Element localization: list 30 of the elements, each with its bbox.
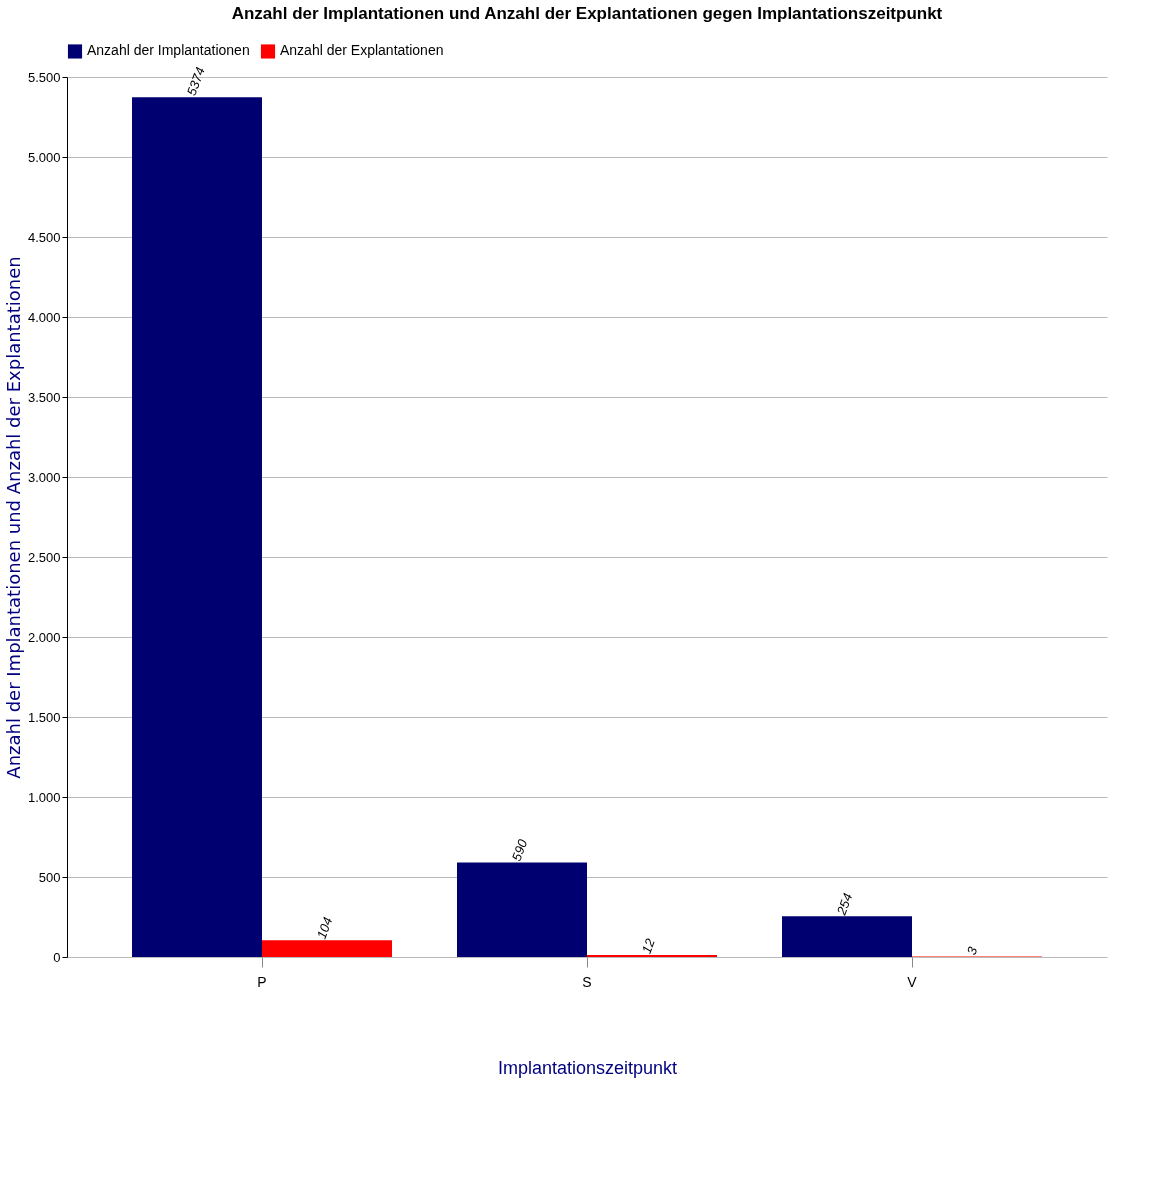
- y-tick-label: 3.000: [27, 469, 61, 485]
- legend-label: Anzahl der Implantationen: [87, 42, 250, 59]
- y-tick-label: 5.500: [27, 69, 61, 85]
- x-tick-label: V: [907, 973, 918, 990]
- data-label: 254: [833, 891, 856, 918]
- y-tick-label: 0: [53, 949, 61, 965]
- y-tick-label: 2.500: [27, 549, 61, 565]
- y-tick-label: 4.500: [27, 229, 61, 245]
- x-axis-title: Implantationszeitpunkt: [497, 1057, 678, 1078]
- legend-label: Anzahl der Explantationen: [280, 42, 444, 59]
- y-tick-label: 2.000: [27, 629, 61, 645]
- y-tick-label: 1.500: [27, 709, 61, 725]
- y-tick-label: 4.000: [27, 309, 61, 325]
- bar: [132, 97, 262, 957]
- bar: [262, 940, 392, 957]
- data-label: 590: [508, 836, 531, 863]
- bar: [457, 862, 587, 957]
- data-label: 5374: [183, 65, 208, 98]
- y-axis-title: Anzahl der Implantationen und Anzahl der Explantationen: [2, 256, 24, 779]
- y-tick-label: 5.000: [27, 149, 61, 165]
- data-label: 3: [963, 944, 981, 957]
- chart-title: Anzahl der Implantationen und Anzahl der Explantationen gegen Implantationszeitpunkt: [231, 4, 943, 23]
- x-tick-label: P: [257, 973, 267, 990]
- data-label: 104: [313, 915, 336, 941]
- data-label: 12: [638, 935, 659, 956]
- y-tick-label: 3.500: [27, 389, 61, 405]
- y-tick-label: 500: [38, 869, 61, 885]
- y-tick-label: 1.000: [27, 789, 61, 805]
- x-tick-label: S: [582, 973, 592, 990]
- bar: [782, 916, 912, 957]
